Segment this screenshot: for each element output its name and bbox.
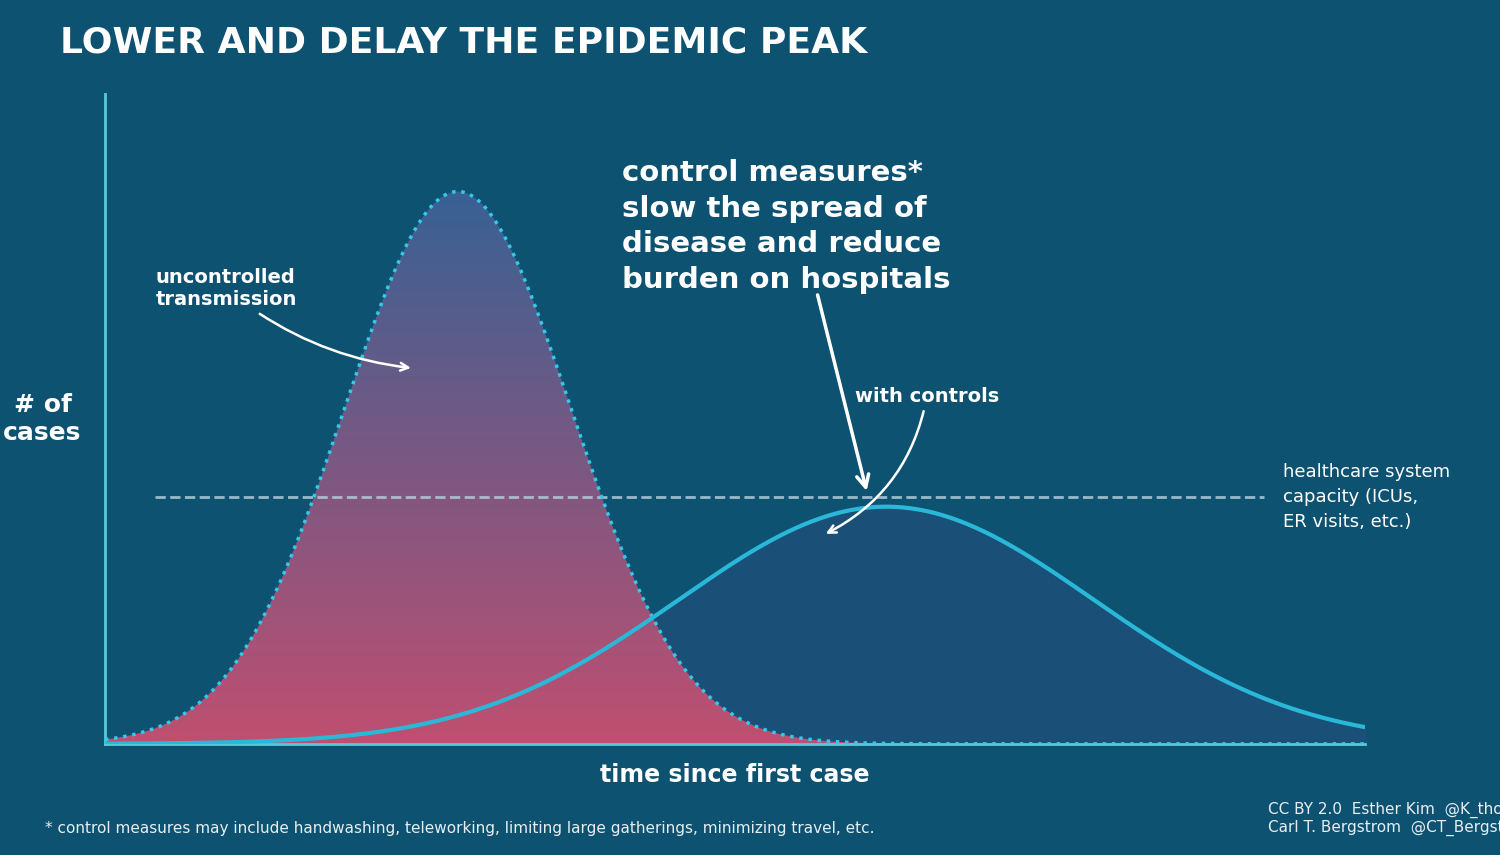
Text: LOWER AND DELAY THE EPIDEMIC PEAK: LOWER AND DELAY THE EPIDEMIC PEAK: [60, 26, 867, 60]
Polygon shape: [105, 192, 1365, 744]
Text: with controls: with controls: [828, 386, 999, 533]
Text: CC BY 2.0  Esther Kim  @K_thos
Carl T. Bergstrom  @CT_Bergstrom: CC BY 2.0 Esther Kim @K_thos Carl T. Ber…: [1268, 801, 1500, 836]
Text: uncontrolled
transmission: uncontrolled transmission: [156, 268, 408, 370]
Text: healthcare system
capacity (ICUs,
ER visits, etc.): healthcare system capacity (ICUs, ER vis…: [1282, 463, 1450, 531]
Y-axis label: # of
cases: # of cases: [3, 393, 81, 445]
Text: control measures*
slow the spread of
disease and reduce
burden on hospitals: control measures* slow the spread of dis…: [621, 159, 950, 294]
Text: * control measures may include handwashing, teleworking, limiting large gatherin: * control measures may include handwashi…: [45, 821, 874, 836]
X-axis label: time since first case: time since first case: [600, 764, 870, 787]
